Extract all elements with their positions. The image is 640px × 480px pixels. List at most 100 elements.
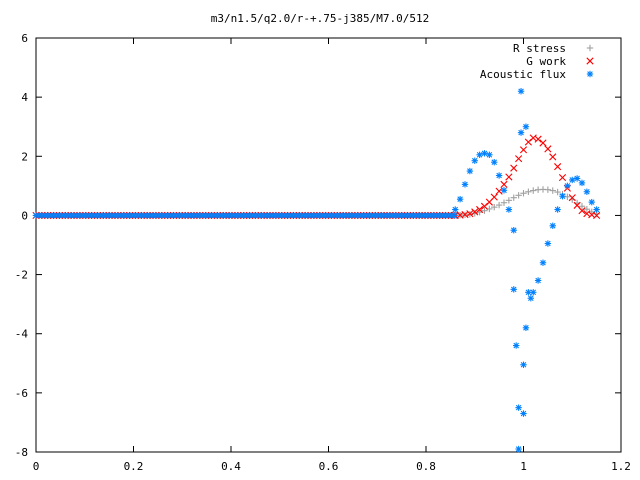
- data-point: [520, 410, 527, 417]
- x-tick-label: 1: [520, 460, 527, 473]
- data-point: [554, 206, 561, 213]
- data-point: [530, 289, 537, 296]
- data-point: [519, 146, 528, 154]
- data-point: [564, 182, 571, 190]
- data-point: [520, 190, 527, 197]
- y-tick-label: -2: [15, 269, 28, 282]
- data-point: [500, 199, 508, 206]
- x-tick-label: 1.2: [611, 460, 631, 473]
- data-point: [588, 198, 595, 206]
- x-tick-label: 0.4: [221, 460, 241, 473]
- data-point: [583, 188, 591, 195]
- data-point: [544, 145, 552, 153]
- data-marks: [32, 88, 601, 453]
- data-point: [549, 153, 557, 161]
- data-point: [491, 203, 498, 211]
- data-point: [452, 206, 459, 213]
- series-acoustic-flux: [452, 88, 600, 453]
- data-point: [549, 187, 556, 194]
- legend-marker: [586, 44, 594, 52]
- data-point: [476, 151, 483, 159]
- data-point: [578, 203, 586, 210]
- data-point: [490, 193, 498, 201]
- data-point: [481, 150, 488, 157]
- y-tick-label: -6: [15, 387, 28, 400]
- data-point: [593, 211, 601, 220]
- zero-baseline-points: [32, 211, 458, 220]
- data-point: [558, 173, 567, 182]
- data-point: [554, 188, 561, 196]
- plot-frame: [35, 37, 622, 453]
- data-point: [569, 176, 576, 184]
- data-point: [471, 208, 479, 216]
- y-tick-label: 2: [21, 150, 28, 163]
- legend-label: G work: [526, 55, 566, 68]
- data-point: [573, 175, 581, 182]
- data-point: [505, 173, 513, 181]
- data-point: [515, 155, 523, 163]
- data-point: [515, 445, 522, 453]
- data-point: [495, 201, 503, 209]
- y-tick-label: 6: [21, 32, 28, 45]
- y-tick-label: -4: [15, 328, 29, 341]
- data-point: [520, 361, 527, 368]
- data-point: [476, 205, 484, 214]
- legend-marker: [586, 57, 594, 65]
- data-point: [500, 187, 508, 194]
- data-point: [517, 88, 525, 95]
- y-tick-label: -8: [15, 446, 28, 459]
- data-point: [559, 193, 566, 200]
- x-tick-label: 0.6: [319, 460, 339, 473]
- data-point: [510, 164, 518, 172]
- data-point: [451, 212, 458, 219]
- x-tick-label: 0: [33, 460, 40, 473]
- data-point: [588, 208, 595, 216]
- data-point: [466, 167, 474, 175]
- data-point: [471, 157, 478, 164]
- data-point: [539, 259, 547, 266]
- data-point: [529, 134, 537, 142]
- legend-label: R stress: [513, 42, 566, 55]
- axis-ticks: 0 0.2 0.4 0.6 0.8 1 1.2 6 4 2 0 -2 -4 -6 -8: [15, 32, 631, 473]
- data-point: [544, 186, 552, 193]
- legend-label: Acoustic flux: [480, 68, 566, 81]
- data-point: [491, 159, 498, 166]
- data-point: [539, 139, 547, 147]
- y-tick-label: 0: [21, 209, 28, 222]
- data-point: [466, 210, 474, 218]
- data-point: [515, 192, 522, 199]
- chart-title: m3/n1.5/q2.0/r-+.75-j385/M7.0/512: [211, 12, 430, 25]
- data-point: [505, 197, 513, 204]
- data-point: [510, 286, 517, 293]
- data-point: [568, 194, 576, 202]
- x-tick-label: 0.8: [416, 460, 436, 473]
- x-tick-label: 0.2: [124, 460, 144, 473]
- y-tick-label: 4: [21, 91, 28, 104]
- data-point: [486, 151, 493, 159]
- data-point: [517, 129, 525, 136]
- data-point: [593, 206, 600, 213]
- data-point: [530, 187, 537, 194]
- legend-marker: [586, 70, 594, 78]
- data-point: [510, 194, 517, 201]
- data-point: [583, 206, 591, 213]
- data-point: [544, 240, 552, 247]
- data-point: [510, 227, 517, 234]
- data-point: [549, 222, 556, 229]
- data-point: [456, 195, 464, 203]
- data-point: [527, 295, 535, 302]
- data-point: [522, 123, 530, 130]
- data-point: [512, 342, 520, 349]
- data-point: [481, 207, 488, 214]
- data-point: [578, 207, 586, 215]
- data-point: [495, 187, 503, 195]
- data-point: [461, 181, 469, 188]
- data-point: [515, 404, 522, 411]
- data-point: [564, 193, 571, 200]
- data-point: [534, 277, 542, 284]
- data-point: [505, 206, 513, 213]
- data-point: [500, 180, 508, 188]
- series-r-stress: [452, 186, 600, 219]
